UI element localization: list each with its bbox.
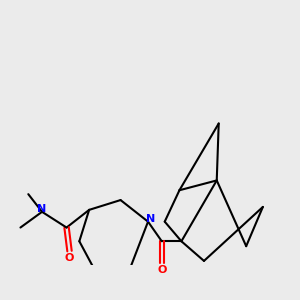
Text: N: N bbox=[146, 214, 156, 224]
Text: N: N bbox=[38, 205, 47, 214]
Text: O: O bbox=[65, 254, 74, 263]
Text: O: O bbox=[157, 265, 167, 275]
